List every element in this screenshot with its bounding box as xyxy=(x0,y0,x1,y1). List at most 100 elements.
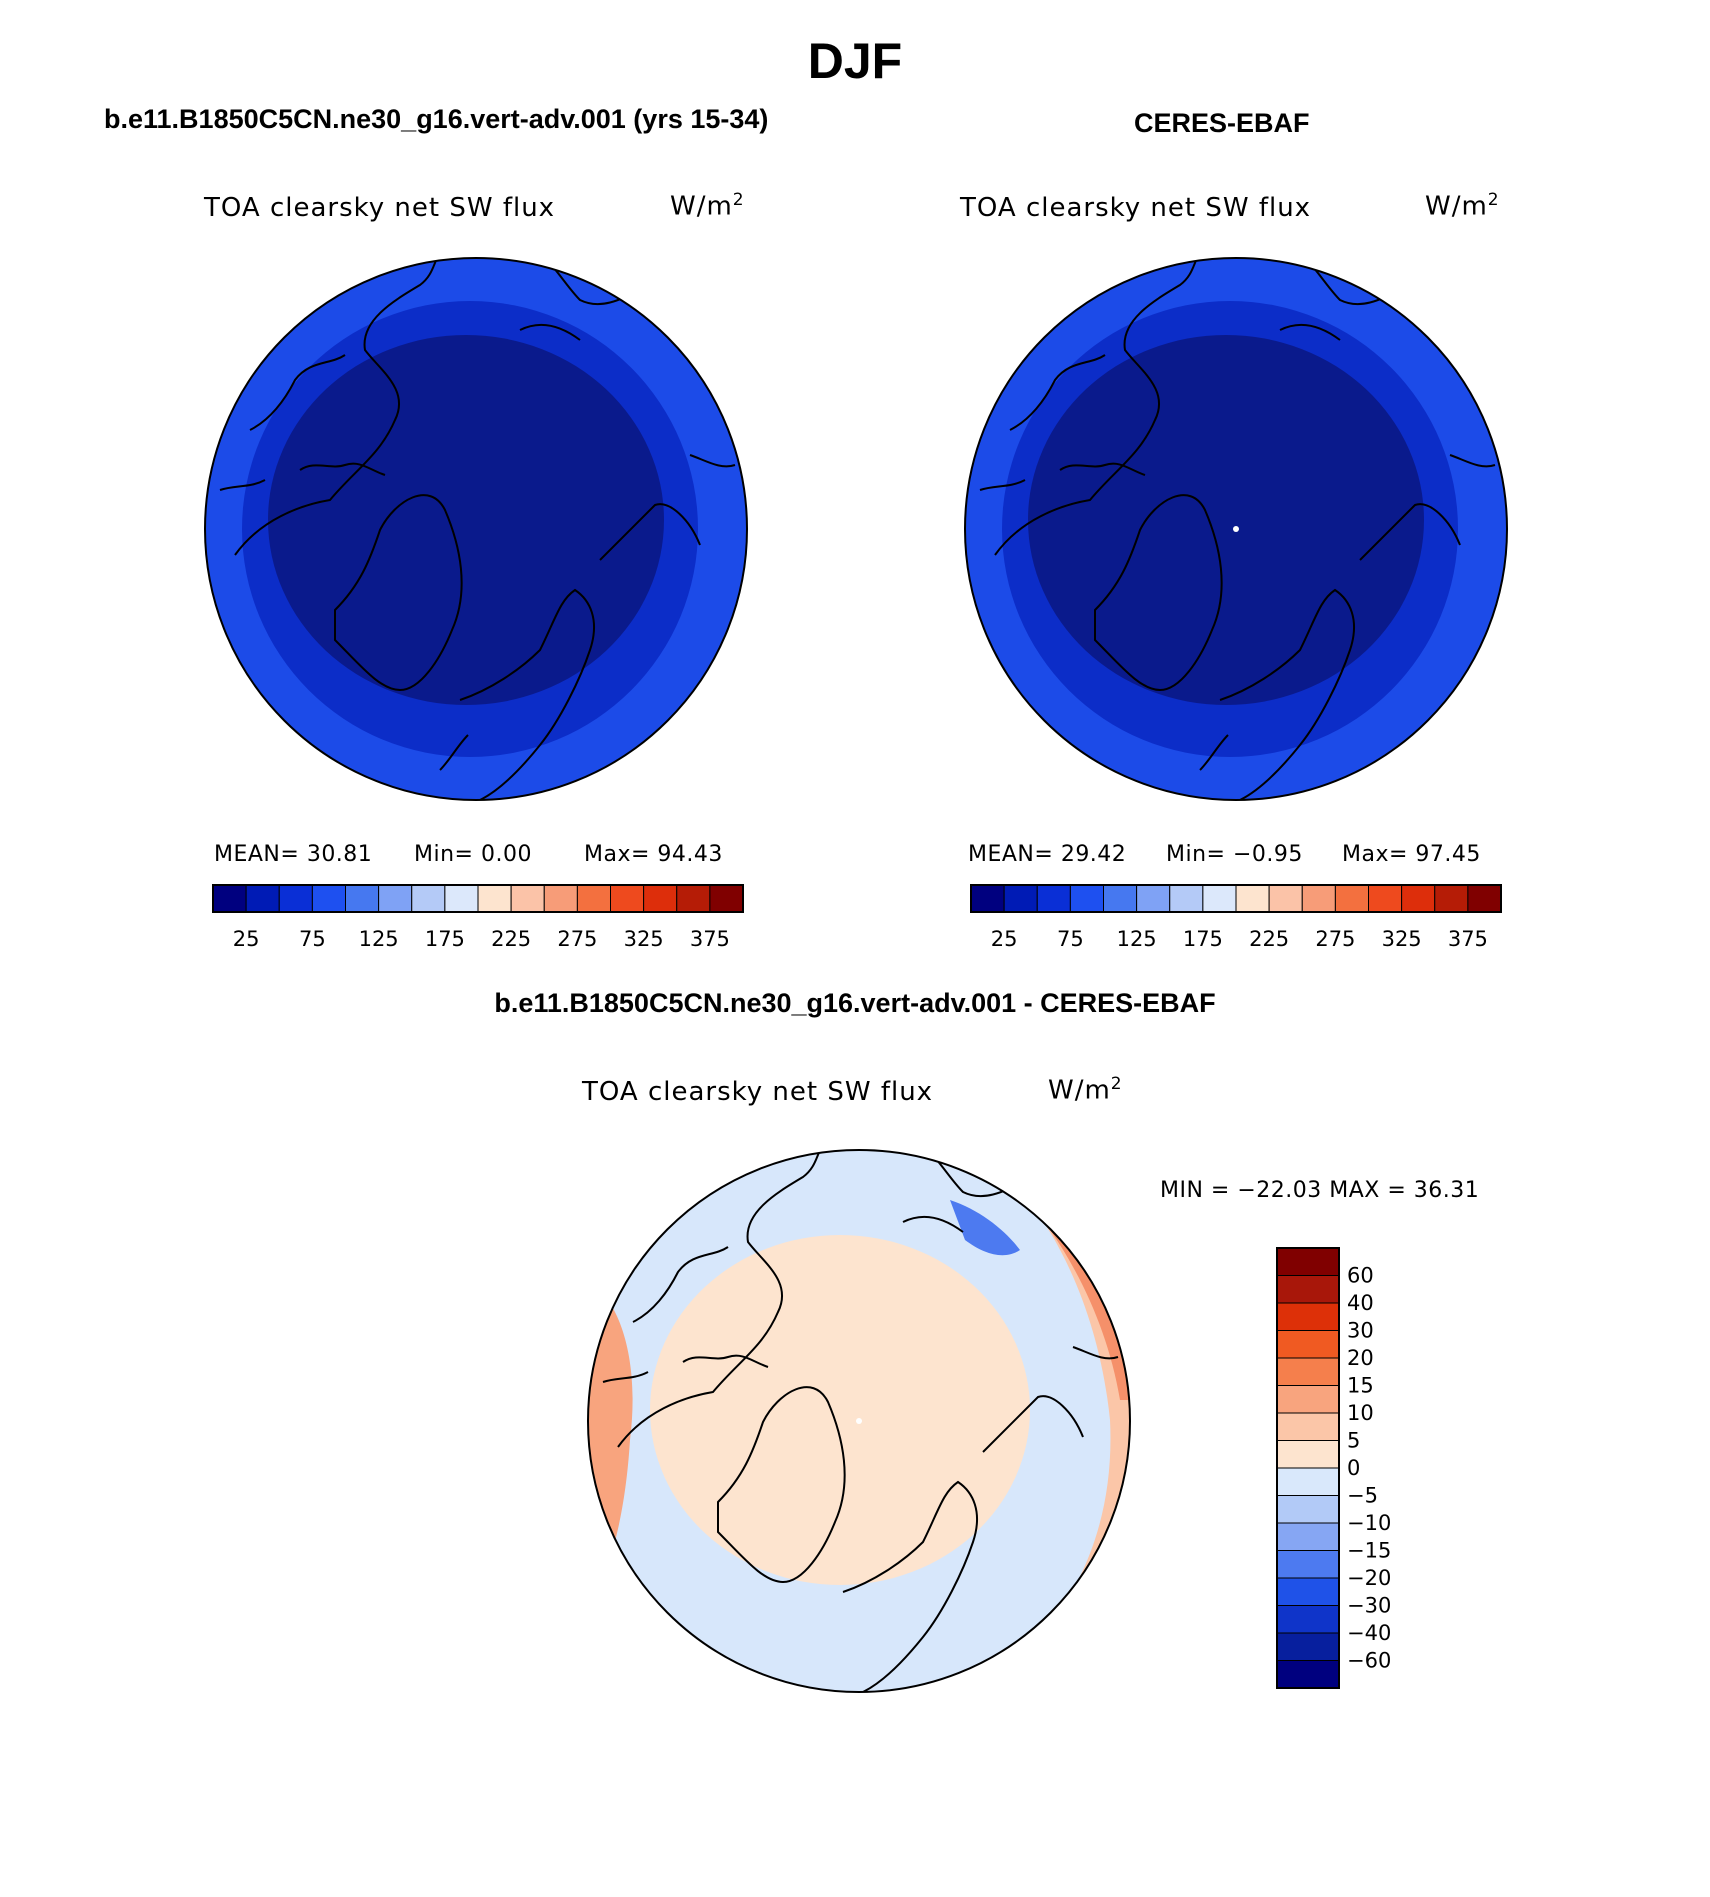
colorbar-difference-swatch xyxy=(1276,1302,1340,1331)
colorbar-difference-swatch xyxy=(1276,1412,1340,1441)
colorbar-difference-tick-label: −30 xyxy=(1347,1594,1391,1618)
colorbar-right-tick-label: 275 xyxy=(1315,927,1355,951)
colorbar-difference-swatch xyxy=(1276,1385,1340,1414)
colorbar-right-tick-label: 325 xyxy=(1382,927,1422,951)
colorbar-right-swatch xyxy=(1069,884,1104,913)
colorbar-left-swatch xyxy=(345,884,380,913)
map-diff-central-positive xyxy=(650,1235,1030,1585)
colorbar-difference-tick-label: 60 xyxy=(1347,1264,1374,1288)
colorbar-left-swatch xyxy=(477,884,512,913)
colorbar-left-swatch xyxy=(212,884,247,913)
panel-right-mean: MEAN= 29.42 xyxy=(968,842,1127,867)
difference-minmax: MIN = −22.03 MAX = 36.31 xyxy=(1160,1178,1480,1203)
colorbar-right-swatch xyxy=(1334,884,1369,913)
panel-left-units: W/m2 xyxy=(670,190,745,222)
colorbar-right-frame xyxy=(970,884,1502,913)
colorbar-left-swatch xyxy=(245,884,280,913)
colorbar-difference-tick-label: −60 xyxy=(1347,1649,1391,1673)
panel-left-max: Max= 94.43 xyxy=(584,842,723,867)
panel-left-mean: MEAN= 30.81 xyxy=(214,842,373,867)
colorbar-right-swatch xyxy=(970,884,1005,913)
map-right-pole-marker xyxy=(1233,526,1239,532)
colorbar-left-swatch xyxy=(311,884,346,913)
colorbar-left-swatch xyxy=(543,884,578,913)
colorbar-left-swatch xyxy=(378,884,413,913)
colorbar-difference-swatch xyxy=(1276,1577,1340,1606)
panel-left-title: b.e11.B1850C5CN.ne30_g16.vert-adv.001 (y… xyxy=(104,104,769,134)
map-diff-negative-patch xyxy=(950,1200,1020,1256)
colorbar-difference-tick-label: 0 xyxy=(1347,1456,1360,1480)
map-diff-coastlines xyxy=(602,1150,1119,1692)
colorbar-difference-swatch xyxy=(1276,1550,1340,1579)
colorbar-difference-swatch xyxy=(1276,1330,1340,1359)
colorbar-difference-swatch xyxy=(1276,1467,1340,1496)
colorbar-left-tick-label: 125 xyxy=(359,927,399,951)
colorbar-difference-tick-label: −40 xyxy=(1347,1621,1391,1645)
colorbar-left-tick-label: 375 xyxy=(690,927,730,951)
colorbar-left-tick-label: 175 xyxy=(425,927,465,951)
difference-units: W/m2 xyxy=(1048,1074,1123,1106)
colorbar-left-frame xyxy=(212,884,744,913)
colorbar-left-tick-label: 25 xyxy=(233,927,260,951)
colorbar-left-tick-label: 275 xyxy=(557,927,597,951)
map-right-deep-band xyxy=(1028,335,1424,705)
colorbar-right-tick-label: 175 xyxy=(1183,927,1223,951)
colorbar-right-swatch xyxy=(1136,884,1171,913)
map-diff-pole-marker xyxy=(856,1418,862,1424)
colorbar-left-tick-label: 75 xyxy=(299,927,326,951)
colorbar-right: 25 75 125 175 225 275 325 375 xyxy=(970,884,1502,951)
colorbar-right-swatch xyxy=(1301,884,1336,913)
panel-right-min: Min= −0.95 xyxy=(1166,842,1303,867)
colorbar-right-swatch xyxy=(1235,884,1270,913)
colorbar-difference-swatch xyxy=(1276,1632,1340,1661)
colorbar-difference-tick-label: 40 xyxy=(1347,1291,1374,1315)
panel-right-variable: TOA clearsky net SW flux xyxy=(960,193,1312,223)
panel-right-title: CERES-EBAF xyxy=(1134,108,1310,138)
panel-right-units: W/m2 xyxy=(1425,190,1500,222)
colorbar-difference-swatch xyxy=(1276,1522,1340,1551)
colorbar-right-tick-label: 225 xyxy=(1249,927,1289,951)
colorbar-difference-frame xyxy=(1276,1247,1340,1689)
colorbar-difference-tick-label: −15 xyxy=(1347,1539,1391,1563)
colorbar-difference-tick-label: 10 xyxy=(1347,1401,1374,1425)
colorbar-right-swatch xyxy=(1434,884,1469,913)
colorbar-difference-swatch xyxy=(1276,1247,1340,1276)
difference-variable: TOA clearsky net SW flux xyxy=(582,1077,934,1107)
colorbar-right-swatch xyxy=(1268,884,1303,913)
map-diff-west-warm xyxy=(588,1280,633,1590)
colorbar-left-swatch xyxy=(576,884,611,913)
colorbar-right-swatch xyxy=(1103,884,1138,913)
colorbar-right-tick-label: 375 xyxy=(1448,927,1488,951)
colorbar-right-tick-label: 75 xyxy=(1057,927,1084,951)
colorbar-difference-tick-label: 20 xyxy=(1347,1346,1374,1370)
map-diff-border xyxy=(587,1149,1131,1693)
colorbar-difference-tick-label: −5 xyxy=(1347,1484,1378,1508)
map-left-coastlines xyxy=(219,258,736,800)
colorbar-difference: 60 40 30 20 15 10 5 0 −5 −10 −15 −20 −30 −40 −60 xyxy=(1276,1247,1391,1689)
colorbar-right-swatch xyxy=(1467,884,1502,913)
map-left-deep-band xyxy=(268,335,664,705)
panel-right-max: Max= 97.45 xyxy=(1342,842,1481,867)
colorbar-left-swatch xyxy=(676,884,711,913)
colorbar-left: 25 75 125 175 225 275 325 375 xyxy=(212,884,744,951)
map-difference xyxy=(587,1149,1131,1693)
colorbar-difference-swatch xyxy=(1276,1275,1340,1304)
colorbar-left-tick-label: 225 xyxy=(491,927,531,951)
colorbar-difference-swatch xyxy=(1276,1660,1340,1689)
colorbar-difference-swatch xyxy=(1276,1357,1340,1386)
colorbar-left-swatch xyxy=(411,884,446,913)
colorbar-difference-tick-label: −10 xyxy=(1347,1511,1391,1535)
colorbar-right-tick-label: 25 xyxy=(991,927,1018,951)
map-right-border xyxy=(964,257,1508,801)
map-left xyxy=(204,257,748,801)
colorbar-difference-tick-label: 30 xyxy=(1347,1319,1374,1343)
colorbar-difference-swatch xyxy=(1276,1605,1340,1634)
colorbar-difference-tick-label: −20 xyxy=(1347,1566,1391,1590)
colorbar-right-tick-label: 125 xyxy=(1117,927,1157,951)
colorbar-left-tick-label: 325 xyxy=(624,927,664,951)
colorbar-right-swatch xyxy=(1401,884,1436,913)
colorbar-left-swatch xyxy=(510,884,545,913)
colorbar-difference-swatch xyxy=(1276,1495,1340,1524)
colorbar-right-swatch xyxy=(1169,884,1204,913)
